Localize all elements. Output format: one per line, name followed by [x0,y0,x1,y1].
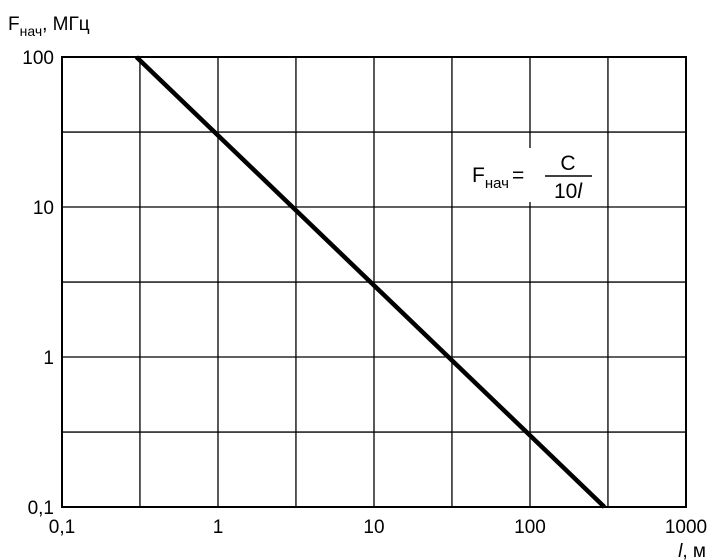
x-tick-label: 100 [514,517,546,538]
x-tick-label: 0,1 [49,517,75,538]
y-axis-title-unit: , МГц [42,14,90,35]
x-tick-labels: 0,1 1 10 100 1000 [49,517,707,538]
y-axis-title-sub: нач [20,23,43,39]
formula-denominator-num: 10 [554,180,577,203]
formula-numerator: C [560,152,575,175]
x-axis-title: l, м [678,541,706,560]
formula-lhs-sub: нач [485,175,509,192]
formula-lhs-main: F [472,164,485,187]
formula-annotation: Fнач = C 10l [468,148,596,203]
series-layer [134,55,606,509]
x-tick-label: 1 [213,517,224,538]
y-tick-label: 1 [43,348,54,369]
x-axis-title-unit: , м [682,541,706,560]
grid [61,56,687,508]
y-tick-label: 0,1 [28,498,54,519]
plot-frame [61,56,687,508]
y-tick-labels: 0,1 1 10 100 [22,48,54,519]
y-axis-title-main: F [8,14,20,35]
y-axis-title: Fнач, МГц [8,14,90,39]
x-axis-title-var: l [678,541,683,560]
formula-equals: = [512,164,524,187]
series-line [134,55,606,509]
x-tick-label: 10 [363,517,384,538]
formula-background [468,148,596,202]
formula-lhs: Fнач = [472,164,524,192]
x-tick-label: 1000 [665,517,707,538]
y-tick-label: 10 [33,198,54,219]
y-tick-label: 100 [22,48,54,69]
formula-denominator: 10l [554,180,583,203]
formula-denominator-var: l [577,180,583,203]
